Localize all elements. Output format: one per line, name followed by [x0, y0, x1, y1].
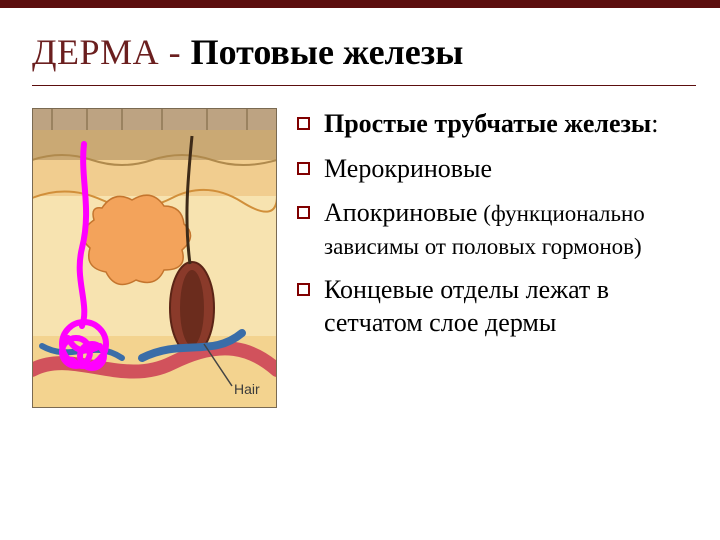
hair-label: Hair	[234, 381, 260, 397]
list-item: Апокриновые (функционально зависимы от п…	[297, 197, 696, 262]
content-row: Hair Простые трубчатые железы: Мерокрино…	[32, 108, 696, 408]
bullet-text: Концевые отделы лежат в сетчатом слое де…	[324, 274, 696, 339]
bullet-text: Простые трубчатые железы:	[324, 108, 696, 141]
skin-illustration: Hair	[32, 108, 277, 408]
bullet-text: Апокриновые (функционально зависимы от п…	[324, 197, 696, 262]
skin-svg: Hair	[32, 108, 277, 408]
square-bullet-icon	[297, 162, 310, 175]
slide: ДЕРМА - Потовые железы	[0, 0, 720, 540]
square-bullet-icon	[297, 206, 310, 219]
square-bullet-icon	[297, 117, 310, 130]
slide-title: ДЕРМА - Потовые железы	[32, 32, 696, 73]
title-part-2: Потовые железы	[191, 32, 464, 72]
bullet-text: Мерокриновые	[324, 153, 696, 186]
title-part-1: ДЕРМА -	[32, 32, 191, 72]
top-accent-bar	[0, 0, 720, 8]
list-item: Мерокриновые	[297, 153, 696, 186]
square-bullet-icon	[297, 283, 310, 296]
list-item: Концевые отделы лежат в сетчатом слое де…	[297, 274, 696, 339]
list-item: Простые трубчатые железы:	[297, 108, 696, 141]
title-divider	[32, 85, 696, 86]
bullet-list: Простые трубчатые железы: Мерокриновые А…	[297, 108, 696, 408]
